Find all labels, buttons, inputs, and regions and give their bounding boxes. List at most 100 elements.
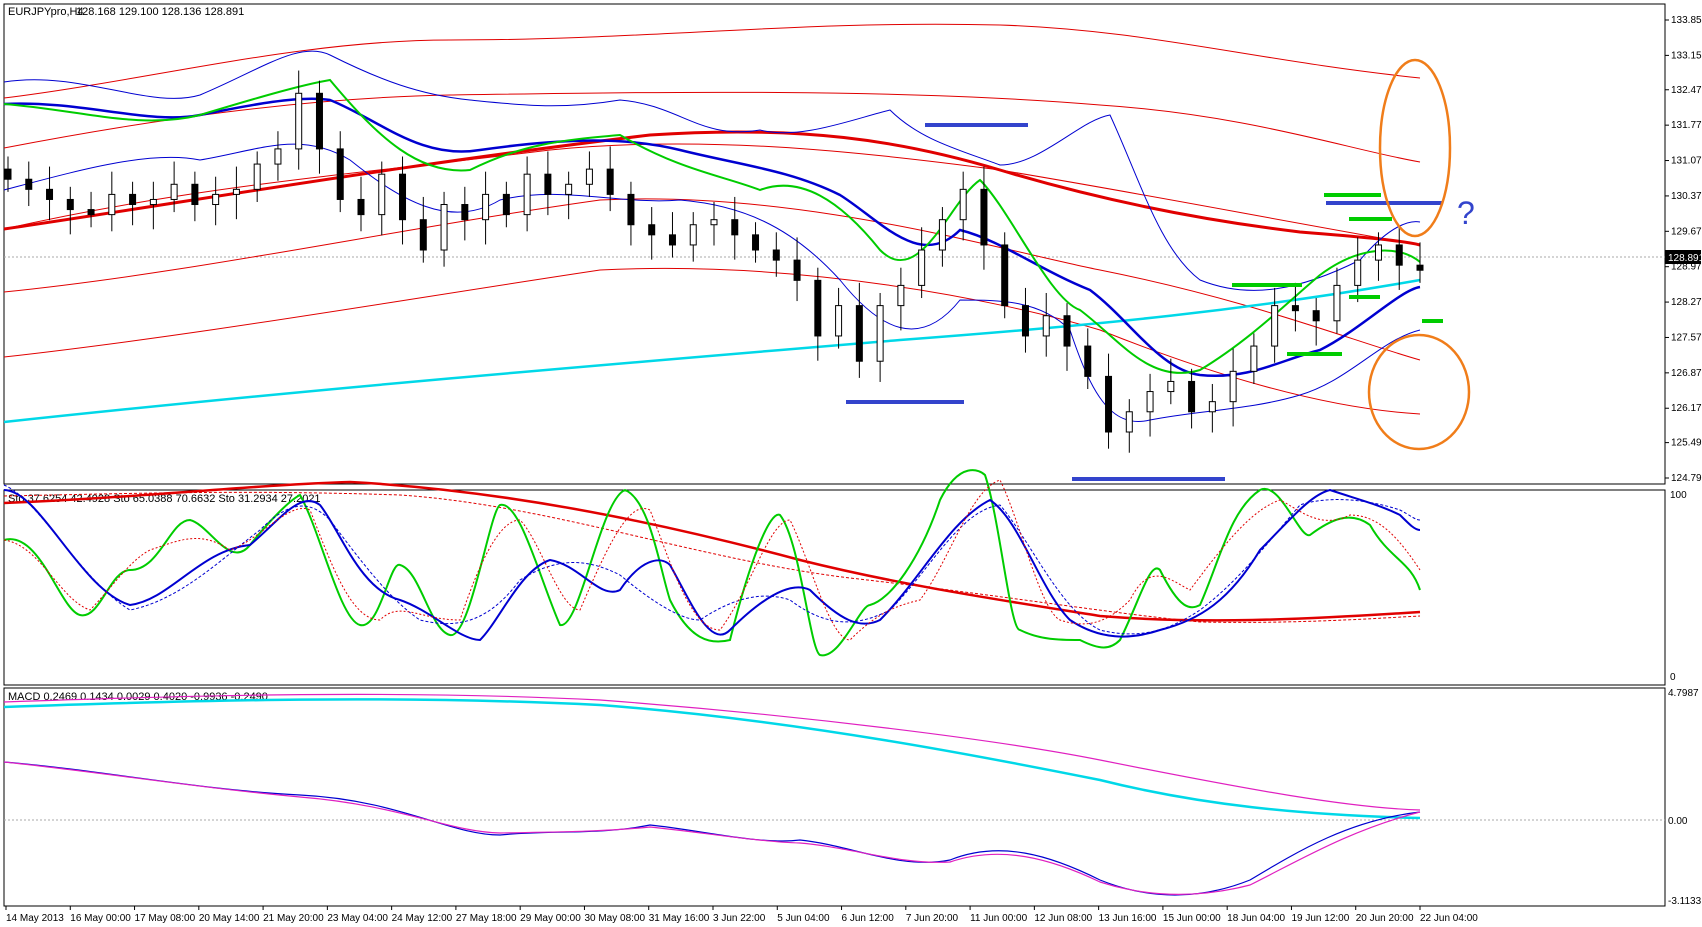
candle-body <box>357 198 365 216</box>
time-tick-label: 19 Jun 12:00 <box>1291 913 1349 924</box>
candle <box>938 207 946 267</box>
price-tick-label: 128.970 <box>1671 262 1702 273</box>
candle <box>336 131 344 213</box>
candle-body <box>1312 310 1320 322</box>
candle-body <box>897 284 905 307</box>
candle <box>315 80 323 174</box>
candle-body <box>315 92 323 150</box>
candle <box>544 151 552 216</box>
time-tick-label: 17 May 08:00 <box>135 913 196 924</box>
candle-body <box>855 305 863 362</box>
time-tick-label: 6 Jun 12:00 <box>842 913 895 924</box>
sto-red-signal-dotted <box>3 491 1421 623</box>
candle <box>918 227 926 299</box>
candle-body <box>565 183 573 195</box>
candle-body <box>1063 315 1071 347</box>
candle-body <box>87 209 95 216</box>
time-tick-label: 7 Jun 20:00 <box>906 913 959 924</box>
candle-body <box>627 193 635 226</box>
time-tick-label: 20 May 14:00 <box>199 913 260 924</box>
candle-body <box>1354 259 1362 286</box>
candle-body <box>336 148 344 200</box>
candle <box>1271 287 1279 363</box>
candle-body <box>544 173 552 195</box>
candle <box>648 207 656 260</box>
candlestick-series <box>4 70 1424 453</box>
candle-body <box>689 224 697 246</box>
candle <box>399 156 407 245</box>
time-tick-label: 27 May 18:00 <box>456 913 517 924</box>
candle <box>772 232 780 277</box>
candle-body <box>731 219 739 236</box>
sto-tick-top: 100 <box>1670 490 1687 501</box>
red-band-low <box>3 198 1421 361</box>
candle <box>1105 353 1113 449</box>
candle-body <box>4 168 12 180</box>
candle <box>212 176 220 226</box>
price-tick-label: 127.570 <box>1671 332 1702 343</box>
candle <box>482 171 490 245</box>
candle <box>274 131 282 181</box>
sto-blue-dotted <box>3 484 1421 635</box>
candle-body <box>606 168 614 195</box>
price-tick-label: 125.490 <box>1671 438 1702 449</box>
candle <box>1250 333 1258 384</box>
blue-band-top <box>3 50 1421 291</box>
candle-body <box>772 249 780 261</box>
candle-body <box>482 193 490 221</box>
candle-body <box>232 188 240 195</box>
candle-body <box>752 234 760 251</box>
last-price-label: 128.891 <box>1668 253 1702 264</box>
candle-body <box>149 198 157 206</box>
candle-body <box>502 193 510 216</box>
price-tick-label: 131.770 <box>1671 120 1702 131</box>
candle-body <box>1374 244 1382 261</box>
candle <box>46 166 54 221</box>
candle-body <box>1146 391 1154 413</box>
candle <box>25 161 33 207</box>
price-axis: 133.850 133.150 132.470 131.770 131.070 130.3… <box>1665 15 1702 484</box>
candle-body <box>814 279 822 337</box>
red-envelope-bands <box>3 23 1421 415</box>
symbol-header: EURJPYpro,H4 <box>8 6 84 18</box>
time-tick-label: 22 Jun 04:00 <box>1420 913 1478 924</box>
candle-body <box>710 219 718 226</box>
time-tick-label: 29 May 00:00 <box>520 913 581 924</box>
candle-body <box>212 193 220 206</box>
candle-body <box>918 249 926 286</box>
candle <box>752 222 760 263</box>
candle <box>1354 237 1362 303</box>
time-tick-label: 11 Jun 00:00 <box>970 913 1028 924</box>
candle-body <box>253 163 261 190</box>
red-moving-average-thick <box>3 130 1421 247</box>
candle <box>170 161 178 213</box>
candle-body <box>295 92 303 150</box>
candle <box>814 267 822 361</box>
candle-body <box>1208 401 1216 413</box>
candle <box>731 196 739 260</box>
candle-body <box>274 148 282 165</box>
price-tick-label: 129.670 <box>1671 226 1702 237</box>
candle-body <box>980 188 988 246</box>
last-price-box <box>1665 250 1701 264</box>
price-tick-label: 128.270 <box>1671 297 1702 308</box>
candle-body <box>1167 380 1175 393</box>
time-tick-label: 3 Jun 22:00 <box>713 913 766 924</box>
candle <box>585 151 593 197</box>
macd-magenta-line <box>3 693 1421 811</box>
candle <box>149 181 157 230</box>
candle <box>66 186 74 235</box>
candle <box>565 171 573 220</box>
candle-body <box>108 193 116 216</box>
candle-body <box>66 198 74 211</box>
candle-body <box>378 173 386 216</box>
candle <box>1312 298 1320 346</box>
candle <box>232 166 240 220</box>
time-axis: 14 May 2013 16 May 00:00 17 May 08:00 20 Ma… <box>5 906 1478 924</box>
candle <box>627 181 635 246</box>
candle <box>1021 287 1029 353</box>
candle <box>523 156 531 232</box>
candle <box>1188 368 1196 429</box>
candle-body <box>191 183 199 206</box>
